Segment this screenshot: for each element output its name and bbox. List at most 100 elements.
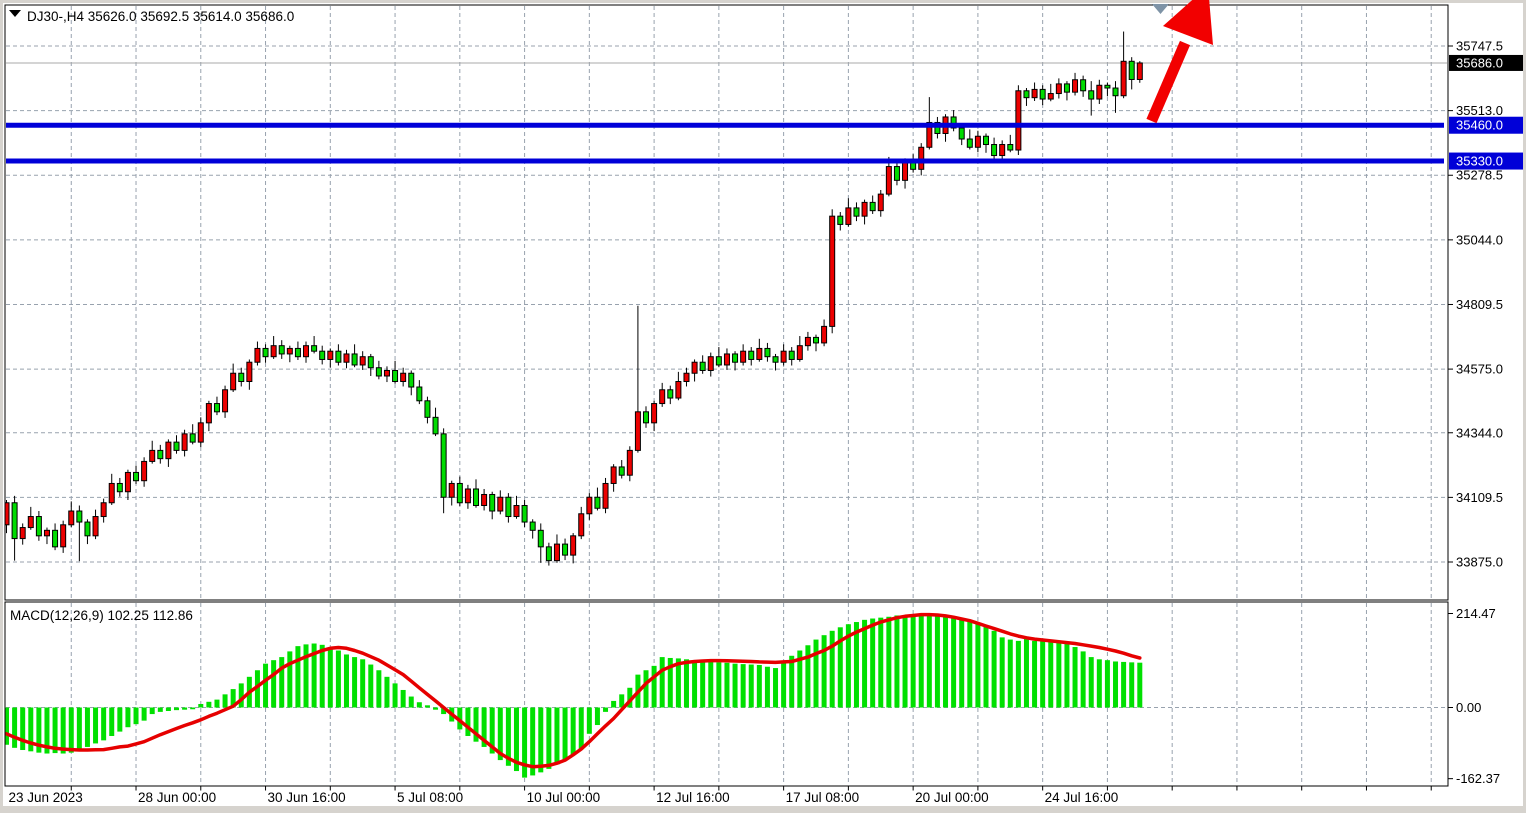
candle bbox=[659, 382, 666, 407]
up-arrow-annotation[interactable] bbox=[1146, 0, 1214, 124]
candle bbox=[756, 338, 763, 362]
time-tick-label: 24 Jul 16:00 bbox=[1045, 790, 1119, 805]
candle bbox=[610, 464, 617, 492]
candle bbox=[829, 209, 836, 334]
chart-title: DJ30-,H4 35626.0 35692.5 35614.0 35686.0 bbox=[9, 9, 294, 24]
candle bbox=[222, 385, 229, 418]
candle bbox=[27, 506, 34, 530]
macd-signal-line bbox=[5, 612, 1142, 769]
current-price-badge-label: 35686.0 bbox=[1456, 55, 1503, 70]
candle bbox=[626, 446, 633, 482]
candle bbox=[1031, 82, 1038, 101]
candle bbox=[432, 407, 439, 437]
candle bbox=[845, 198, 852, 227]
candle bbox=[893, 161, 900, 186]
price-axis[interactable]: 35747.5 35513.0 35278.5 35044.0 34809.5 34575… bbox=[1448, 39, 1523, 570]
price-tick-label: 34809.5 bbox=[1456, 297, 1503, 312]
candle bbox=[392, 360, 399, 384]
candle bbox=[359, 351, 366, 370]
candle bbox=[400, 367, 407, 387]
time-tick-label: 17 Jul 08:00 bbox=[786, 790, 860, 805]
support-resistance-lines[interactable] bbox=[6, 122, 1444, 164]
level-badge-label: 35460.0 bbox=[1456, 118, 1503, 133]
candle bbox=[1039, 85, 1046, 106]
candle bbox=[173, 435, 180, 454]
macd-tick-label: 214.47 bbox=[1456, 606, 1496, 621]
candle bbox=[1007, 134, 1014, 153]
time-tick-label: 12 Jul 16:00 bbox=[656, 790, 730, 805]
candle bbox=[213, 396, 220, 416]
time-tick-label: 28 Jun 00:00 bbox=[138, 790, 216, 805]
candles bbox=[5, 31, 1143, 566]
candle bbox=[521, 499, 528, 528]
candle bbox=[1023, 88, 1030, 106]
price-plot-area[interactable] bbox=[4, 4, 1449, 601]
candle bbox=[505, 493, 512, 523]
candle bbox=[675, 371, 682, 401]
candle bbox=[707, 352, 714, 377]
level-badge-label: 35330.0 bbox=[1456, 154, 1503, 169]
candle bbox=[424, 396, 431, 424]
candle bbox=[481, 488, 488, 511]
candle bbox=[43, 527, 50, 545]
candle bbox=[189, 424, 196, 445]
candle bbox=[141, 457, 148, 487]
candle bbox=[999, 140, 1006, 162]
candle bbox=[513, 495, 520, 519]
price-tick-label: 35513.0 bbox=[1456, 103, 1503, 118]
candle bbox=[1072, 72, 1079, 96]
time-tick-label: 20 Jul 00:00 bbox=[915, 790, 989, 805]
candle bbox=[804, 331, 811, 351]
candle bbox=[375, 360, 382, 380]
candle bbox=[1128, 57, 1135, 90]
candle bbox=[108, 473, 115, 505]
price-tick-label: 33875.0 bbox=[1456, 555, 1503, 570]
candle bbox=[35, 511, 42, 541]
candle bbox=[966, 129, 973, 150]
time-axis[interactable]: 23 Jun 2023 28 Jun 00:00 30 Jun 16:00 5 Jul… bbox=[9, 786, 1432, 806]
candle bbox=[327, 348, 334, 368]
level-price-badge bbox=[1449, 152, 1523, 170]
candle bbox=[311, 336, 318, 354]
candle bbox=[456, 476, 463, 507]
candle bbox=[351, 344, 358, 368]
macd-axis[interactable]: 214.47 0.00 -162.37 bbox=[1448, 606, 1500, 786]
candle bbox=[651, 400, 658, 432]
main-panel[interactable]: DJ30-,H4 35626.0 35692.5 35614.0 35686.0 bbox=[4, 0, 1449, 601]
candle bbox=[537, 523, 544, 563]
candle bbox=[586, 493, 593, 520]
macd-tick-label: 0.00 bbox=[1456, 700, 1481, 715]
candle bbox=[813, 334, 819, 352]
candle bbox=[982, 133, 989, 153]
candle bbox=[205, 400, 212, 432]
candle bbox=[197, 417, 204, 448]
candle bbox=[294, 341, 301, 361]
candle bbox=[788, 347, 795, 366]
price-tick-label: 34575.0 bbox=[1456, 362, 1503, 377]
candle bbox=[853, 202, 860, 222]
candle bbox=[133, 465, 140, 485]
price-tick-label: 35044.0 bbox=[1456, 232, 1503, 247]
candle bbox=[732, 351, 739, 371]
symbol-dropdown-icon[interactable] bbox=[9, 10, 21, 17]
price-tick-label: 34109.5 bbox=[1456, 490, 1503, 505]
candle bbox=[553, 534, 560, 563]
candle bbox=[683, 367, 690, 387]
candle bbox=[440, 428, 447, 514]
candle bbox=[416, 380, 423, 405]
candle bbox=[52, 523, 59, 551]
time-tick-label: 30 Jun 16:00 bbox=[268, 790, 346, 805]
time-tick-label: 23 Jun 2023 bbox=[9, 790, 83, 805]
candle bbox=[60, 520, 67, 553]
candle bbox=[772, 353, 779, 371]
time-tick-label: 5 Jul 08:00 bbox=[397, 790, 463, 805]
chart-shift-marker-icon[interactable] bbox=[1152, 4, 1169, 14]
candle bbox=[869, 195, 876, 214]
candle bbox=[1063, 81, 1070, 101]
candle bbox=[570, 533, 577, 564]
candle bbox=[1104, 82, 1111, 97]
macd-panel[interactable]: MACD(12,26,9) 102.25 112.86 bbox=[4, 601, 1449, 787]
candle bbox=[489, 491, 496, 520]
candle bbox=[974, 130, 981, 153]
